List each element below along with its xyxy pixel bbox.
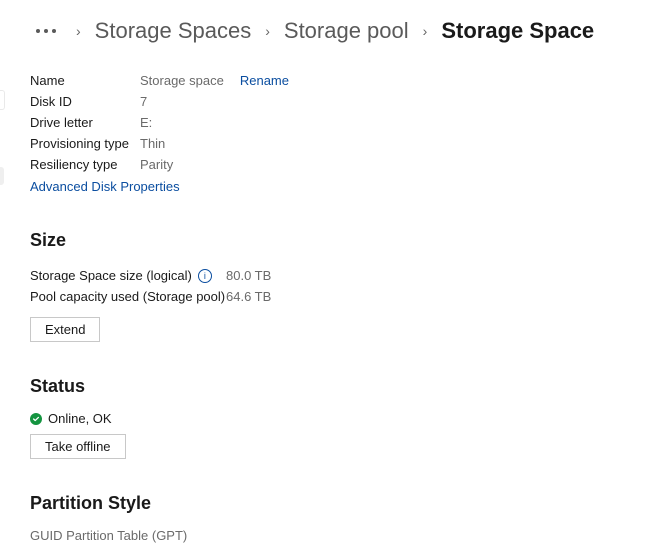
breadcrumb-item-current: Storage Space — [441, 18, 594, 44]
provisioning-type-value: Thin — [140, 133, 230, 154]
disk-id-value: 7 — [140, 91, 230, 112]
take-offline-button[interactable]: Take offline — [30, 434, 126, 459]
left-edge-decoration-2 — [0, 167, 4, 185]
breadcrumb-item-storage-pool[interactable]: Storage pool — [284, 18, 409, 44]
breadcrumb: › Storage Spaces › Storage pool › Storag… — [30, 18, 656, 44]
chevron-right-icon: › — [265, 23, 270, 39]
size-section: Storage Space size (logical) i 80.0 TB P… — [30, 265, 656, 342]
status-ok-icon — [30, 413, 42, 425]
partition-style-value: GUID Partition Table (GPT) — [30, 528, 656, 543]
left-edge-decoration-1 — [0, 90, 5, 110]
rename-link[interactable]: Rename — [240, 70, 289, 91]
name-value: Storage space — [140, 70, 224, 91]
page-container: › Storage Spaces › Storage pool › Storag… — [0, 0, 670, 555]
breadcrumb-item-storage-spaces[interactable]: Storage Spaces — [95, 18, 252, 44]
extend-button[interactable]: Extend — [30, 317, 100, 342]
advanced-disk-properties-link[interactable]: Advanced Disk Properties — [30, 179, 180, 194]
size-section-title: Size — [30, 230, 656, 251]
info-icon[interactable]: i — [198, 269, 212, 283]
status-section: Online, OK Take offline — [30, 411, 656, 459]
provisioning-type-label: Provisioning type — [30, 133, 140, 154]
drive-letter-label: Drive letter — [30, 112, 140, 133]
partition-section-title: Partition Style — [30, 493, 656, 514]
general-properties: Name Storage space Rename Disk ID 7 Driv… — [30, 70, 656, 196]
chevron-right-icon: › — [76, 23, 81, 39]
disk-id-label: Disk ID — [30, 91, 140, 112]
logical-size-value: 80.0 TB — [226, 265, 271, 286]
status-section-title: Status — [30, 376, 656, 397]
name-label: Name — [30, 70, 140, 91]
logical-size-label: Storage Space size (logical) — [30, 265, 192, 286]
resiliency-type-label: Resiliency type — [30, 154, 140, 175]
pool-capacity-value: 64.6 TB — [226, 286, 271, 307]
pool-capacity-label: Pool capacity used (Storage pool) — [30, 286, 226, 307]
drive-letter-value: E: — [140, 112, 230, 133]
breadcrumb-more-icon[interactable] — [30, 25, 62, 37]
resiliency-type-value: Parity — [140, 154, 230, 175]
chevron-right-icon: › — [423, 23, 428, 39]
status-text: Online, OK — [48, 411, 112, 426]
